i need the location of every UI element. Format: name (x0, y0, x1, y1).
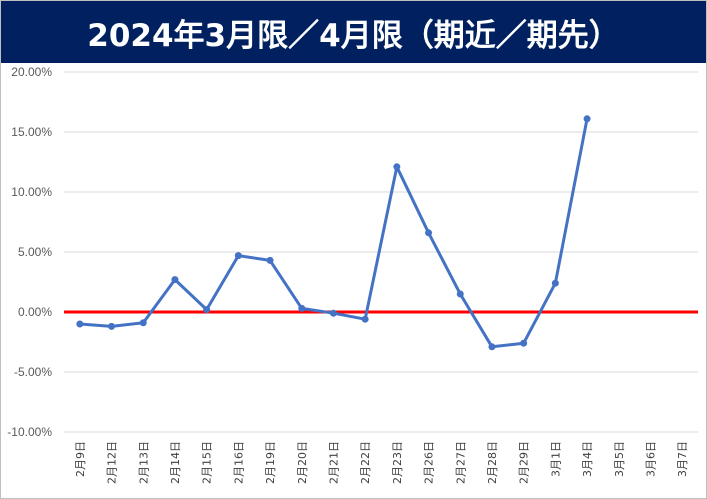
y-tick-label: 15.00% (11, 125, 52, 139)
y-axis-ticks: 20.00% 15.00% 10.00% 5.00% 0.00% -5.00% -10.00… (7, 65, 52, 439)
x-tick-label: 2月27日 (454, 441, 467, 484)
x-tick-label: 2月28日 (486, 441, 499, 484)
y-tick-label: -10.00% (7, 425, 52, 439)
x-tick-label: 3月1日 (549, 441, 562, 477)
y-tick-label: 0.00% (18, 305, 52, 319)
x-tick-label: 2月22日 (359, 441, 372, 484)
x-tick-label: 2月23日 (391, 441, 404, 484)
x-tick-label: 2月12日 (106, 441, 119, 484)
data-point (234, 252, 242, 260)
x-axis-ticks: 2月9日 2月12日 2月13日 2月14日 2月15日 2月16日 2月19日 2月20日 2… (74, 441, 689, 484)
data-point (266, 256, 274, 264)
series-group (76, 115, 591, 351)
x-tick-label: 2月29日 (518, 441, 531, 484)
x-tick-label: 2月16日 (232, 441, 245, 484)
data-point (76, 320, 84, 328)
y-tick-label: -5.00% (14, 365, 52, 379)
data-point (329, 309, 337, 317)
x-tick-label: 2月20日 (296, 441, 309, 484)
gridlines (64, 71, 698, 433)
data-point (171, 276, 179, 284)
data-point (488, 343, 496, 351)
data-point (139, 319, 147, 327)
y-tick-label: 20.00% (11, 65, 52, 79)
chart-title: 2024年3月限／4月限（期近／期先） (87, 17, 620, 54)
data-point (551, 279, 559, 287)
data-point (361, 315, 369, 323)
data-point (456, 290, 464, 298)
x-tick-label: 2月9日 (74, 441, 87, 477)
data-point (425, 229, 433, 237)
x-tick-label: 2月19日 (264, 441, 277, 484)
data-point (583, 115, 591, 123)
x-tick-label: 2月21日 (327, 441, 340, 484)
x-tick-label: 2月26日 (423, 441, 436, 484)
x-tick-label: 2月15日 (201, 441, 214, 484)
data-point (203, 306, 211, 314)
data-point (393, 163, 401, 171)
title-banner: 2024年3月限／4月限（期近／期先） (1, 1, 706, 63)
data-point (298, 304, 306, 312)
y-tick-label: 5.00% (18, 245, 52, 259)
x-tick-label: 3月6日 (644, 441, 657, 477)
x-tick-label: 2月14日 (169, 441, 182, 484)
x-tick-label: 2月13日 (137, 441, 150, 484)
data-point (108, 322, 116, 330)
x-tick-label: 3月5日 (613, 441, 626, 477)
x-tick-label: 3月4日 (581, 441, 594, 477)
x-tick-label: 3月7日 (676, 441, 689, 477)
y-tick-label: 10.00% (11, 185, 52, 199)
data-point (520, 339, 528, 347)
